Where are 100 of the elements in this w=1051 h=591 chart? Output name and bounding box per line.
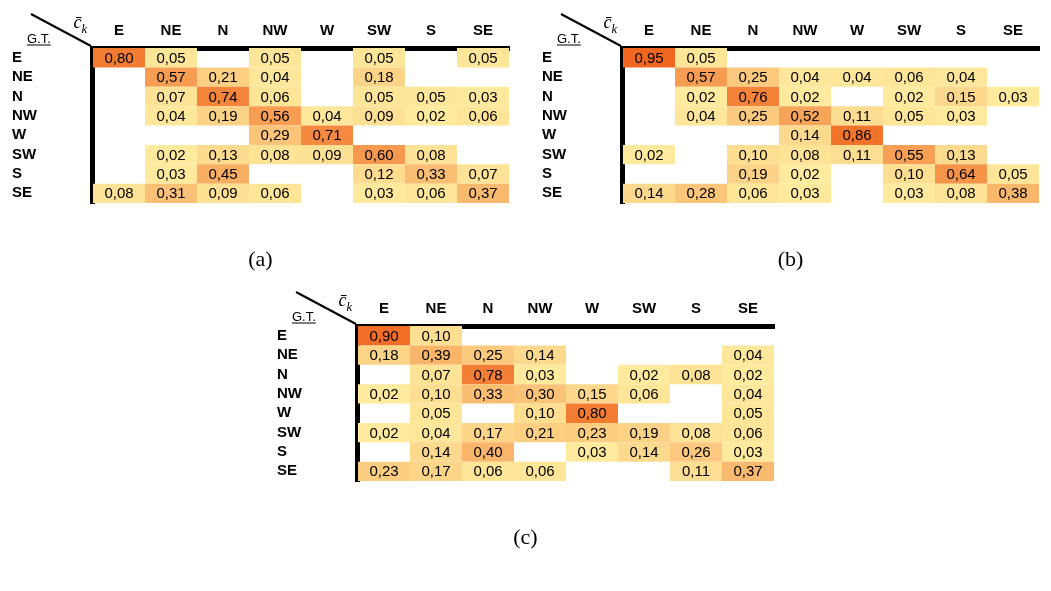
data-label: 0,12 (364, 165, 394, 183)
data-label: 0,15 (577, 384, 607, 402)
y-tick-label: N (12, 86, 23, 104)
data-label: 0,06 (473, 462, 503, 480)
x-tick-label: SW (366, 21, 392, 39)
data-label: 0,30 (525, 384, 555, 402)
data-label: 0,06 (733, 423, 763, 441)
data-label: 0,11 (842, 106, 872, 124)
data-label: 0,06 (468, 106, 498, 124)
data-label: 0,64 (946, 165, 976, 183)
data-label: 0,40 (473, 443, 503, 461)
data-label: 0,04 (842, 68, 872, 86)
data-label: 0,08 (416, 145, 446, 163)
data-label: 0,04 (733, 346, 763, 364)
y-tick-label: N (277, 364, 288, 382)
data-label: 0,05 (421, 404, 451, 422)
data-label: 0,06 (260, 87, 290, 105)
data-label: 0,37 (468, 184, 498, 202)
data-label: 0,25 (738, 106, 768, 124)
data-label: 0,05 (468, 48, 498, 66)
data-label: 0,57 (686, 68, 716, 86)
data-label: 0,10 (894, 165, 924, 183)
y-axis-title: G.T. (291, 309, 316, 324)
y-tick-label: SW (277, 422, 302, 440)
x-tick-label: E (378, 299, 389, 317)
data-label: 0,37 (733, 462, 763, 480)
y-tick-label: SE (12, 183, 33, 201)
y-tick-label: NW (12, 105, 38, 123)
y-tick-label: S (277, 442, 288, 460)
data-label: 0,03 (468, 87, 498, 105)
data-label: 0,02 (156, 145, 186, 163)
data-label: 0,38 (998, 184, 1028, 202)
data-label: 0,04 (946, 68, 976, 86)
data-label: 0,02 (790, 87, 820, 105)
data-label: 0,08 (260, 145, 290, 163)
x-tick-label: E (643, 21, 654, 39)
data-label: 0,03 (577, 443, 607, 461)
data-label: 0,07 (468, 165, 498, 183)
x-tick-label: N (747, 21, 759, 39)
data-label: 0,02 (369, 423, 399, 441)
data-label: 0,06 (525, 462, 555, 480)
data-label: 0,45 (208, 165, 238, 183)
y-tick-label: NE (277, 345, 298, 363)
data-label: 0,14 (525, 346, 555, 364)
data-label: 0,05 (733, 404, 763, 422)
x-tick-label: SE (472, 21, 494, 39)
data-label: 0,39 (421, 346, 451, 364)
x-tick-label: W (849, 21, 865, 39)
data-label: 0,23 (577, 423, 607, 441)
data-label: 0,31 (156, 184, 186, 202)
data-label: 0,08 (790, 145, 820, 163)
data-label: 0,02 (790, 165, 820, 183)
data-label: 0,06 (894, 68, 924, 86)
data-label: 0,04 (790, 68, 820, 86)
data-label: 0,02 (894, 87, 924, 105)
y-tick-label: S (12, 164, 23, 182)
data-label: 0,08 (681, 365, 711, 383)
x-tick-label: S (425, 21, 437, 39)
data-label: 0,80 (104, 48, 134, 66)
data-label: 0,05 (416, 87, 446, 105)
data-label: 0,13 (208, 145, 238, 163)
y-tick-label: E (542, 47, 553, 65)
y-tick-label: NE (12, 67, 33, 85)
data-label: 0,26 (681, 443, 711, 461)
data-label: 0,08 (681, 423, 711, 441)
x-tick-label: NE (160, 21, 182, 39)
data-label: 0,10 (525, 404, 555, 422)
data-label: 0,03 (156, 165, 186, 183)
data-label: 0,09 (208, 184, 238, 202)
x-tick-label: E (113, 21, 124, 39)
y-tick-label: SW (542, 144, 567, 162)
data-label: 0,08 (946, 184, 976, 202)
data-label: 0,18 (364, 68, 394, 86)
data-label: 0,03 (894, 184, 924, 202)
x-tick-label: S (955, 21, 967, 39)
data-label: 0,05 (998, 165, 1028, 183)
data-label: 0,04 (733, 384, 763, 402)
x-tick-label: SW (631, 299, 657, 317)
data-label: 0,03 (364, 184, 394, 202)
data-label: 0,05 (260, 48, 290, 66)
data-label: 0,55 (894, 145, 924, 163)
data-label: 0,05 (156, 48, 186, 66)
data-label: 0,03 (790, 184, 820, 202)
data-label: 0,03 (998, 87, 1028, 105)
data-label: 0,05 (364, 48, 394, 66)
y-tick-label: W (542, 125, 557, 143)
data-label: 0,10 (738, 145, 768, 163)
data-label: 0,78 (473, 365, 503, 383)
y-tick-label: NE (542, 67, 563, 85)
x-tick-label: SE (737, 299, 759, 317)
data-label: 0,09 (312, 145, 342, 163)
data-label: 0,04 (312, 106, 342, 124)
data-label: 0,14 (790, 126, 820, 144)
x-tick-label: N (482, 299, 494, 317)
y-tick-label: SW (12, 144, 37, 162)
data-label: 0,02 (686, 87, 716, 105)
data-label: 0,28 (686, 184, 716, 202)
data-label: 0,05 (364, 87, 394, 105)
data-label: 0,04 (156, 106, 186, 124)
y-tick-label: N (542, 86, 553, 104)
